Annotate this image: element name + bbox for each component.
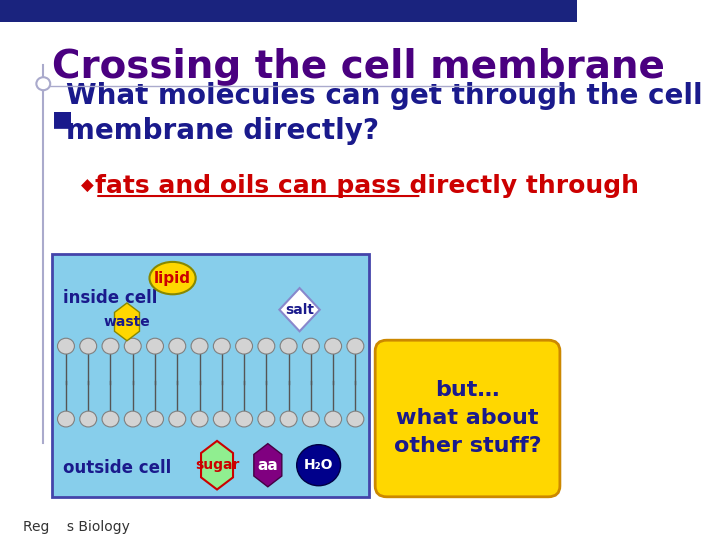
Circle shape xyxy=(258,411,275,427)
Text: Reg    s Biology: Reg s Biology xyxy=(23,519,130,534)
Circle shape xyxy=(258,338,275,354)
Circle shape xyxy=(147,411,163,427)
Polygon shape xyxy=(201,441,233,489)
Text: salt: salt xyxy=(285,303,314,316)
Circle shape xyxy=(325,338,341,354)
Circle shape xyxy=(80,338,96,354)
Text: but…
what about
other stuff?: but… what about other stuff? xyxy=(394,381,541,456)
Polygon shape xyxy=(279,288,320,331)
Circle shape xyxy=(102,338,119,354)
FancyBboxPatch shape xyxy=(375,340,560,497)
Text: inside cell: inside cell xyxy=(63,288,158,307)
Text: Crossing the cell membrane: Crossing the cell membrane xyxy=(52,49,665,86)
Polygon shape xyxy=(254,443,282,487)
Circle shape xyxy=(125,338,141,354)
Circle shape xyxy=(102,411,119,427)
Circle shape xyxy=(297,445,341,486)
Circle shape xyxy=(213,338,230,354)
Text: What molecules can get through the cell
membrane directly?: What molecules can get through the cell … xyxy=(66,82,703,145)
Text: ■: ■ xyxy=(52,109,73,129)
Circle shape xyxy=(302,411,320,427)
Circle shape xyxy=(280,411,297,427)
Circle shape xyxy=(347,338,364,354)
Circle shape xyxy=(347,411,364,427)
Circle shape xyxy=(37,77,50,90)
Text: ◆: ◆ xyxy=(81,177,94,195)
FancyBboxPatch shape xyxy=(52,254,369,497)
Ellipse shape xyxy=(150,262,196,294)
Text: aa: aa xyxy=(258,458,278,472)
Circle shape xyxy=(80,411,96,427)
Circle shape xyxy=(191,338,208,354)
Text: fats and oils can pass directly through: fats and oils can pass directly through xyxy=(95,174,639,198)
Text: lipid: lipid xyxy=(154,271,191,286)
Circle shape xyxy=(147,338,163,354)
Circle shape xyxy=(213,411,230,427)
Polygon shape xyxy=(114,303,140,341)
Circle shape xyxy=(235,411,253,427)
Circle shape xyxy=(325,411,341,427)
Circle shape xyxy=(235,338,253,354)
Circle shape xyxy=(125,411,141,427)
Circle shape xyxy=(58,411,74,427)
Text: outside cell: outside cell xyxy=(63,458,172,477)
Circle shape xyxy=(280,338,297,354)
Text: waste: waste xyxy=(104,315,150,329)
Circle shape xyxy=(168,411,186,427)
Text: sugar: sugar xyxy=(195,458,239,472)
Text: H₂O: H₂O xyxy=(304,458,333,472)
Circle shape xyxy=(302,338,320,354)
Circle shape xyxy=(58,338,74,354)
FancyBboxPatch shape xyxy=(0,0,577,22)
Circle shape xyxy=(191,411,208,427)
Circle shape xyxy=(168,338,186,354)
